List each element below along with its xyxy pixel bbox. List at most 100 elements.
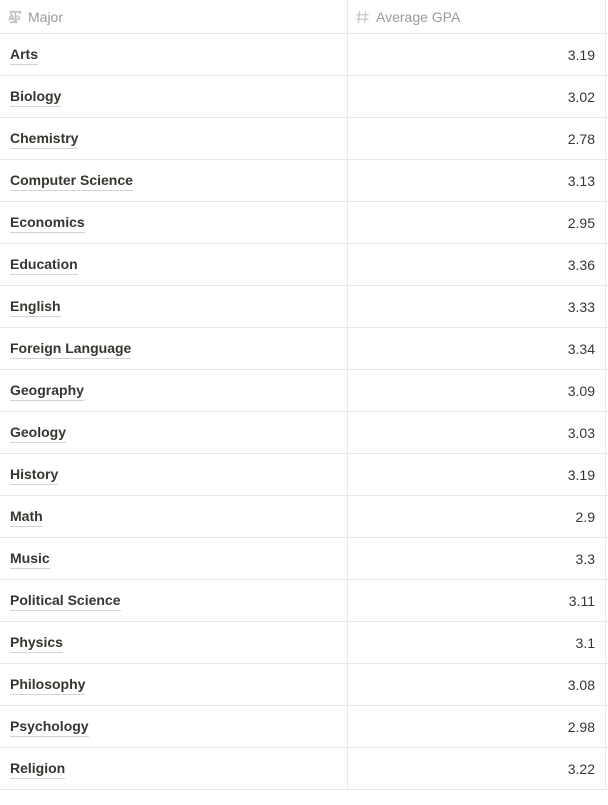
svg-text:Aa: Aa xyxy=(8,13,21,24)
table-row[interactable]: Education 3.36 xyxy=(0,244,608,286)
major-text: Education xyxy=(10,255,78,276)
major-text: Psychology xyxy=(10,717,89,738)
table-row[interactable]: History 3.19 xyxy=(0,454,608,496)
cell-gpa[interactable]: 2.98 xyxy=(348,706,606,748)
cell-major[interactable]: Arts xyxy=(0,34,348,76)
cell-gpa[interactable]: 3.19 xyxy=(348,34,606,76)
gpa-value: 2.9 xyxy=(576,509,595,525)
major-text: Geography xyxy=(10,381,84,402)
gpa-value: 3.19 xyxy=(568,467,595,483)
table-header-row: Aa Major Average GPA xyxy=(0,0,608,34)
table-row[interactable]: Foreign Language 3.34 xyxy=(0,328,608,370)
cell-gpa[interactable]: 3.33 xyxy=(348,286,606,328)
cell-gpa[interactable]: 2.95 xyxy=(348,202,606,244)
cell-major[interactable]: Education xyxy=(0,244,348,286)
gpa-value: 2.95 xyxy=(568,215,595,231)
column-header-major[interactable]: Aa Major xyxy=(0,0,348,34)
table-row[interactable]: Geography 3.09 xyxy=(0,370,608,412)
major-text: Religion xyxy=(10,759,65,780)
major-text: Philosophy xyxy=(10,675,85,696)
cell-major[interactable]: Religion xyxy=(0,748,348,790)
table-row[interactable]: Psychology 2.98 xyxy=(0,706,608,748)
cell-major[interactable]: History xyxy=(0,454,348,496)
cell-major[interactable]: English xyxy=(0,286,348,328)
number-type-icon xyxy=(356,10,370,24)
major-text: Math xyxy=(10,507,43,528)
table-row[interactable]: Biology 3.02 xyxy=(0,76,608,118)
cell-major[interactable]: Biology xyxy=(0,76,348,118)
major-text: Chemistry xyxy=(10,129,78,150)
cell-gpa[interactable]: 3.02 xyxy=(348,76,606,118)
cell-major[interactable]: Psychology xyxy=(0,706,348,748)
cell-gpa[interactable]: 3.11 xyxy=(348,580,606,622)
table-row[interactable]: Religion 3.22 xyxy=(0,748,608,790)
cell-gpa[interactable]: 3.36 xyxy=(348,244,606,286)
table-row[interactable]: Math 2.9 xyxy=(0,496,608,538)
major-text: English xyxy=(10,297,61,318)
major-text: Geology xyxy=(10,423,66,444)
table-row[interactable]: English 3.33 xyxy=(0,286,608,328)
cell-gpa[interactable]: 3.03 xyxy=(348,412,606,454)
cell-major[interactable]: Geology xyxy=(0,412,348,454)
gpa-value: 3.09 xyxy=(568,383,595,399)
table-row[interactable]: Economics 2.95 xyxy=(0,202,608,244)
cell-gpa[interactable]: 3.09 xyxy=(348,370,606,412)
cell-major[interactable]: Philosophy xyxy=(0,664,348,706)
cell-major[interactable]: Political Science xyxy=(0,580,348,622)
gpa-value: 3.11 xyxy=(569,593,595,609)
major-text: Physics xyxy=(10,633,63,654)
major-text: Economics xyxy=(10,213,85,234)
table-row[interactable]: Physics 3.1 xyxy=(0,622,608,664)
cell-major[interactable]: Geography xyxy=(0,370,348,412)
major-text: Foreign Language xyxy=(10,339,131,360)
column-header-gpa[interactable]: Average GPA xyxy=(348,0,606,34)
cell-gpa[interactable]: 3.3 xyxy=(348,538,606,580)
cell-major[interactable]: Math xyxy=(0,496,348,538)
gpa-value: 3.22 xyxy=(568,761,595,777)
cell-major[interactable]: Economics xyxy=(0,202,348,244)
table-row[interactable]: Music 3.3 xyxy=(0,538,608,580)
major-text: History xyxy=(10,465,58,486)
table-row[interactable]: Political Science 3.11 xyxy=(0,580,608,622)
gpa-value: 3.02 xyxy=(568,89,595,105)
gpa-value: 3.08 xyxy=(568,677,595,693)
gpa-value: 2.98 xyxy=(568,719,595,735)
cell-gpa[interactable]: 3.34 xyxy=(348,328,606,370)
gpa-value: 2.78 xyxy=(568,131,595,147)
gpa-value: 3.3 xyxy=(576,551,595,567)
table-row[interactable]: Philosophy 3.08 xyxy=(0,664,608,706)
major-text: Arts xyxy=(10,45,38,66)
gpa-value: 3.34 xyxy=(568,341,595,357)
cell-major[interactable]: Chemistry xyxy=(0,118,348,160)
column-header-label: Major xyxy=(28,9,63,25)
table-body: Arts 3.19 Biology 3.02 Chemistry 2.78 Computer… xyxy=(0,34,608,790)
cell-gpa[interactable]: 3.22 xyxy=(348,748,606,790)
gpa-value: 3.1 xyxy=(576,635,595,651)
cell-major[interactable]: Computer Science xyxy=(0,160,348,202)
cell-major[interactable]: Music xyxy=(0,538,348,580)
data-table: Aa Major Average GPA Arts 3.19 Biology 3.02… xyxy=(0,0,608,790)
cell-major[interactable]: Physics xyxy=(0,622,348,664)
table-row[interactable]: Arts 3.19 xyxy=(0,34,608,76)
cell-gpa[interactable]: 3.13 xyxy=(348,160,606,202)
cell-gpa[interactable]: 3.19 xyxy=(348,454,606,496)
gpa-value: 3.36 xyxy=(568,257,595,273)
text-type-icon: Aa xyxy=(8,10,22,24)
gpa-value: 3.03 xyxy=(568,425,595,441)
cell-gpa[interactable]: 3.08 xyxy=(348,664,606,706)
cell-major[interactable]: Foreign Language xyxy=(0,328,348,370)
cell-gpa[interactable]: 3.1 xyxy=(348,622,606,664)
gpa-value: 3.19 xyxy=(568,47,595,63)
major-text: Music xyxy=(10,549,50,570)
table-row[interactable]: Chemistry 2.78 xyxy=(0,118,608,160)
gpa-value: 3.33 xyxy=(568,299,595,315)
column-header-label: Average GPA xyxy=(376,9,460,25)
cell-gpa[interactable]: 2.78 xyxy=(348,118,606,160)
table-row[interactable]: Geology 3.03 xyxy=(0,412,608,454)
major-text: Biology xyxy=(10,87,61,108)
cell-gpa[interactable]: 2.9 xyxy=(348,496,606,538)
major-text: Computer Science xyxy=(10,171,133,192)
gpa-value: 3.13 xyxy=(568,173,595,189)
table-row[interactable]: Computer Science 3.13 xyxy=(0,160,608,202)
major-text: Political Science xyxy=(10,591,121,612)
